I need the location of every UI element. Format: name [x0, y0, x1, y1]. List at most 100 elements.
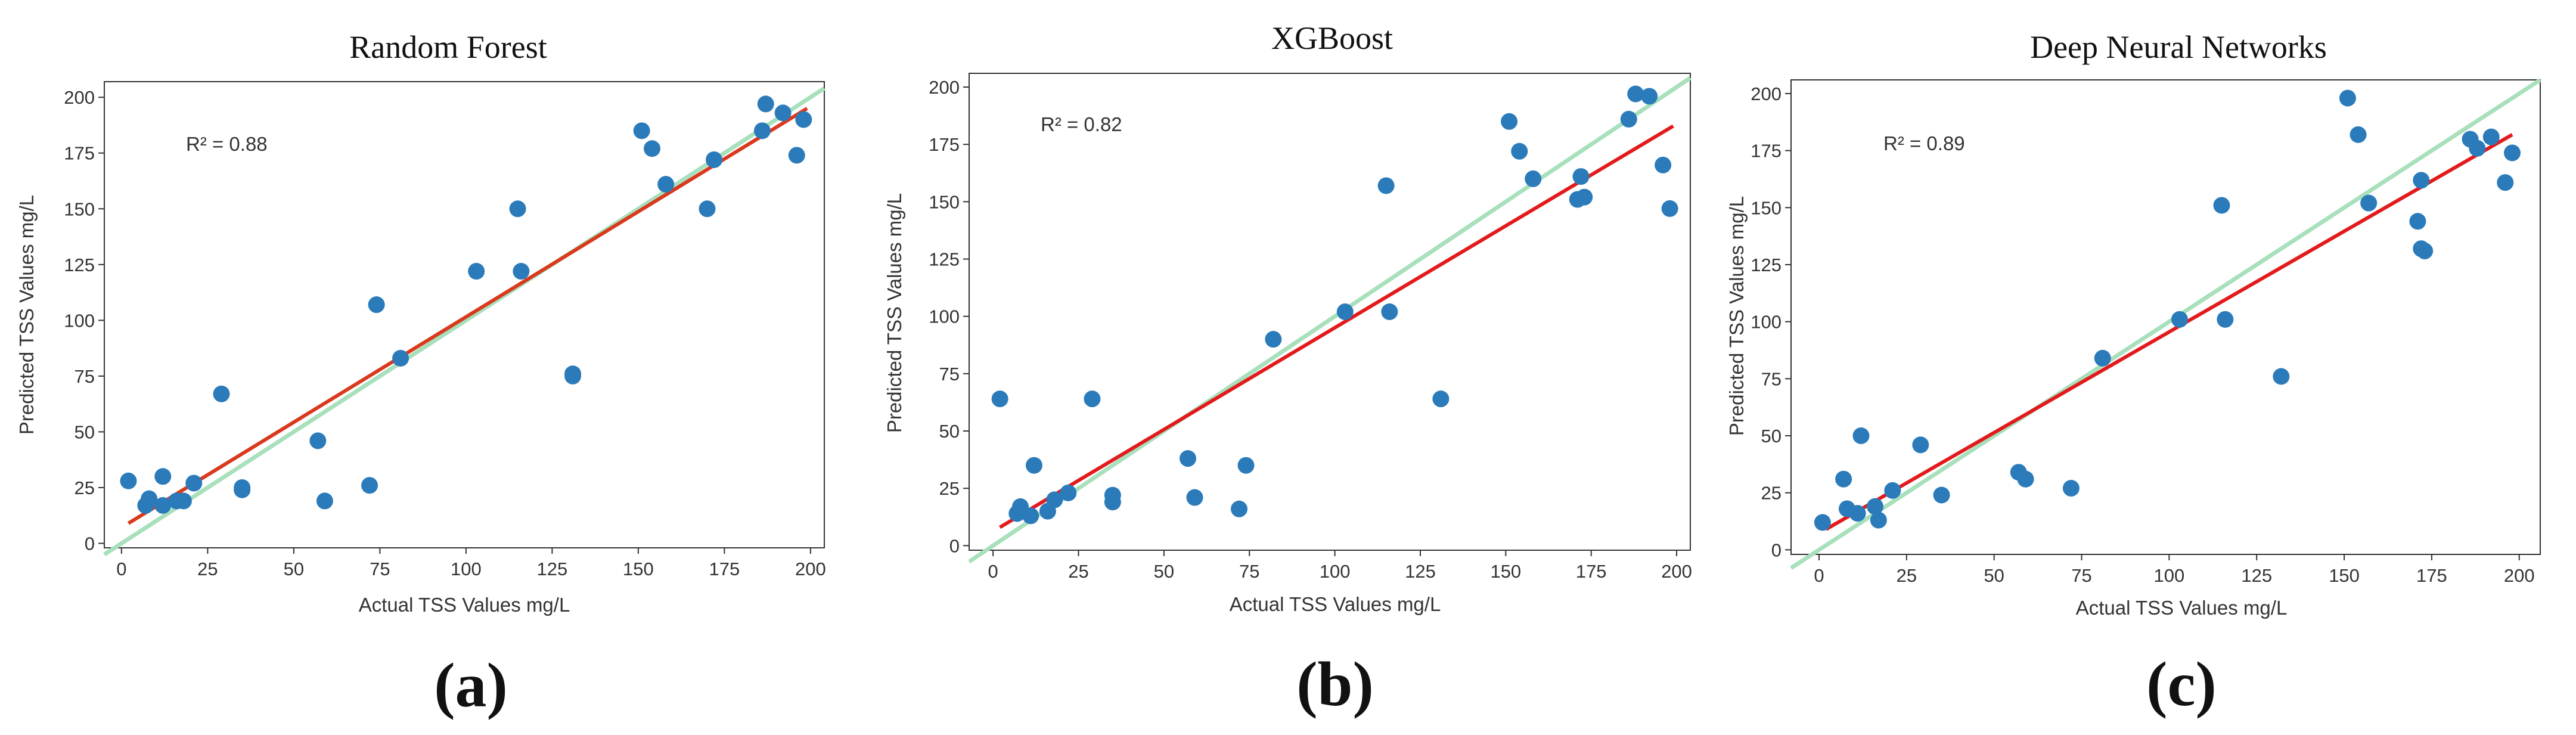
- panel-c-data-point: [1835, 470, 1852, 488]
- panel-a-plot: 0 25 50 75 100 125 150 175 200 0 25 50 75 100 125 150 17…: [64, 86, 826, 579]
- panel-b-x-tick-label: 25: [1068, 561, 1088, 582]
- panel-c-data-point: [1884, 482, 1901, 499]
- panel-a-data-point: [699, 200, 716, 218]
- panel-a-y-tick-label: 25: [75, 477, 95, 498]
- panel-a-x-tick-label: 200: [795, 559, 826, 579]
- panel-a-data-point: [644, 140, 661, 157]
- panel-c-x-tick-label: 25: [1897, 565, 1917, 586]
- panel-a-x-tick-label: 125: [537, 559, 568, 579]
- panel-c-data-point: [2273, 368, 2290, 385]
- panel-a-x-tick-label: 0: [116, 559, 126, 579]
- panel-b-data-point: [1627, 85, 1644, 103]
- panel-b-y-tick-label: 175: [929, 134, 960, 155]
- panel-c-label: (c): [2146, 649, 2217, 719]
- panel-b-x-tick-label: 75: [1239, 561, 1259, 582]
- panel-a-y-axis-label: Predicted TSS Values mg/L: [15, 195, 38, 435]
- panel-b-y-tick-label: 200: [929, 77, 960, 98]
- panel-b-data-point: [1046, 491, 1063, 508]
- panel-c-y-axis-label: Predicted TSS Values mg/L: [1725, 196, 1748, 436]
- panel-b-fit-line: [999, 124, 1674, 529]
- panel-a-data-point: [213, 385, 230, 402]
- panel-b-data-point: [1025, 457, 1042, 474]
- panel-b-data-point: [1180, 450, 1197, 467]
- panel-b-x-axis-label: Actual TSS Values mg/L: [1230, 593, 1441, 615]
- panel-a-data-point: [309, 432, 327, 449]
- panel-a-r2-annotation: R² = 0.88: [186, 133, 268, 155]
- panel-a-data-point: [774, 104, 792, 122]
- panel-a-data-point: [757, 95, 774, 113]
- panel-c-x-tick-label: 0: [1814, 565, 1824, 586]
- panel-a-data-point: [175, 492, 192, 510]
- panel-c-x-tick-label: 75: [2071, 565, 2091, 586]
- panel-c-data-point: [2339, 89, 2356, 107]
- panel-b-r2-annotation: R² = 0.82: [1041, 113, 1122, 135]
- panel-a-y-tick-label: 50: [75, 421, 95, 442]
- panel-b-y-tick-label: 75: [939, 364, 960, 384]
- panel-c-data-point: [2416, 243, 2434, 260]
- panel-a-data-point: [753, 122, 771, 139]
- panel-a-fit-line: [127, 107, 808, 525]
- panel-c-title: Deep Neural Networks: [2030, 29, 2327, 65]
- panel-c-data-point: [2497, 174, 2514, 191]
- panel-b-label: (b): [1296, 649, 1374, 719]
- panel-b-data-point: [1060, 484, 1077, 501]
- panel-b-data-point: [1655, 156, 1672, 173]
- panel-b-y-tick-label: 125: [929, 249, 960, 270]
- panel-b-x-tick-label: 125: [1405, 561, 1436, 582]
- panel-b-y-axis-label: Predicted TSS Values mg/L: [883, 193, 905, 433]
- panel-a-y-tick-label: 125: [64, 255, 95, 275]
- panel-b-data-point: [1084, 390, 1101, 408]
- panel-b-data-point: [1576, 188, 1593, 206]
- panel-b-plot-area: [969, 73, 1691, 551]
- panel-c-data-point: [2062, 480, 2080, 497]
- panel-c-data-point: [1866, 498, 1883, 515]
- panel-c-data-point: [1870, 511, 1887, 529]
- panel-b-title: XGBoost: [1271, 20, 1393, 56]
- panel-b-x-tick-label: 175: [1576, 561, 1607, 582]
- panel-c: Deep Neural Networks 0 25 50 75 100 125 150 175…: [1725, 29, 2541, 719]
- panel-c-x-tick-label: 50: [1984, 565, 2004, 586]
- panel-a-plot-area: [104, 81, 825, 548]
- panel-b-data-point: [1186, 489, 1203, 506]
- panel-a-data-point: [234, 481, 251, 498]
- panel-c-x-tick-label: 100: [2154, 565, 2185, 586]
- panel-b-y-tick-label: 150: [929, 191, 960, 212]
- panel-a-data-point: [706, 151, 723, 168]
- panel-b-data-point: [1231, 500, 1248, 517]
- panel-c-data-point: [1852, 427, 1870, 444]
- panel-b-data-point: [1381, 303, 1398, 320]
- panel-c-r2-annotation: R² = 0.89: [1883, 132, 1965, 154]
- panel-a-data-point: [633, 122, 650, 139]
- panel-c-data-point: [1933, 486, 1950, 504]
- panel-c-data-point: [2504, 144, 2521, 162]
- panel-a-y-tick-label: 200: [64, 87, 95, 108]
- panel-a-y-tick-label: 100: [64, 310, 95, 331]
- panel-a-x-tick-label: 175: [709, 559, 740, 579]
- panel-b-x-tick-label: 100: [1320, 561, 1351, 582]
- panel-c-x-tick-label: 125: [2241, 565, 2272, 586]
- panel-c-fit-line: [1825, 133, 2513, 531]
- panel-a-data-point: [468, 263, 485, 280]
- panel-b-data-point: [1525, 170, 1542, 187]
- panel-c-y-tick-label: 100: [1751, 312, 1782, 333]
- panel-a-label: (a): [434, 650, 508, 720]
- panel-a-x-tick-label: 100: [451, 559, 482, 579]
- panel-c-data-point: [2413, 172, 2430, 189]
- panel-c-y-tick-label: 75: [1761, 368, 1782, 389]
- panel-b-x-tick-label: 150: [1490, 561, 1521, 582]
- panel-b-data-point: [1265, 331, 1282, 348]
- panel-a-x-tick-label: 25: [197, 559, 218, 579]
- panel-c-x-axis-label: Actual TSS Values mg/L: [2076, 597, 2288, 619]
- panel-b-x-tick-label: 50: [1154, 561, 1174, 582]
- panel-a-data-point: [509, 200, 526, 218]
- panel-c-y-tick-label: 50: [1761, 426, 1782, 446]
- panel-c-x-tick-label: 175: [2416, 565, 2447, 586]
- panel-c-data-point: [1849, 505, 1866, 522]
- panel-a-data-point: [185, 475, 203, 492]
- panel-c-data-point: [2409, 213, 2426, 230]
- panel-a-data-point: [361, 477, 378, 494]
- panel-b-data-point: [1661, 200, 1678, 217]
- panel-b-data-point: [1104, 494, 1121, 511]
- panel-a-y-tick-label: 75: [75, 366, 95, 387]
- panel-a-y-tick-label: 150: [64, 199, 95, 219]
